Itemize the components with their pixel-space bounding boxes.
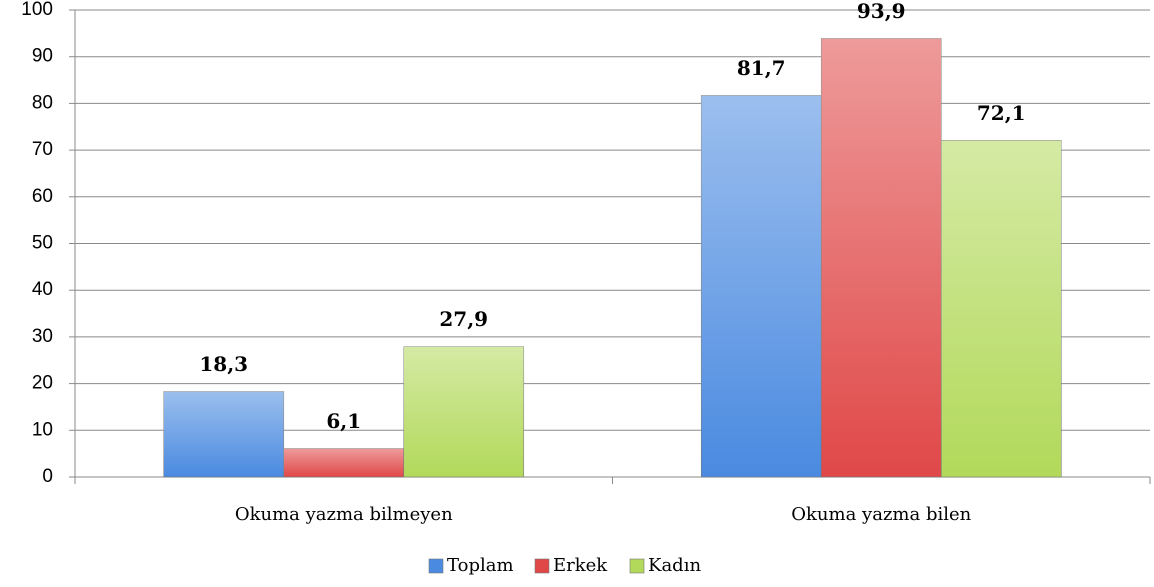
legend-label: Erkek <box>553 555 608 576</box>
y-tick-label: 80 <box>32 92 53 113</box>
y-tick-label: 50 <box>32 233 53 254</box>
bar-shine <box>941 140 1062 477</box>
y-tick-label: 100 <box>21 0 53 20</box>
value-label: 18,3 <box>199 352 248 376</box>
bar-shine <box>403 346 524 477</box>
value-label: 81,7 <box>737 56 786 80</box>
x-tick-label: Okuma yazma bilen <box>791 504 971 525</box>
bar-shine <box>701 95 822 477</box>
value-label: 93,9 <box>857 0 906 23</box>
y-tick-label: 0 <box>42 466 53 487</box>
value-label: 6,1 <box>326 409 361 433</box>
y-tick-label: 70 <box>32 139 53 160</box>
legend-swatch <box>629 558 645 574</box>
bar-shine <box>283 448 404 477</box>
bar-shine <box>821 38 942 477</box>
y-tick-label: 10 <box>32 419 53 440</box>
value-label: 72,1 <box>977 101 1026 125</box>
y-tick-label: 60 <box>32 186 53 207</box>
y-tick-label: 30 <box>32 326 53 347</box>
value-label: 27,9 <box>439 307 488 331</box>
legend-swatch <box>534 558 550 574</box>
legend-label: Toplam <box>447 555 514 576</box>
legend-label: Kadın <box>648 555 701 576</box>
y-tick-label: 40 <box>32 279 53 300</box>
y-tick-label: 90 <box>32 46 53 67</box>
legend-swatch <box>428 558 444 574</box>
x-tick-label: Okuma yazma bilmeyen <box>235 504 453 525</box>
bar-shine <box>163 391 284 477</box>
y-tick-label: 20 <box>32 373 53 394</box>
